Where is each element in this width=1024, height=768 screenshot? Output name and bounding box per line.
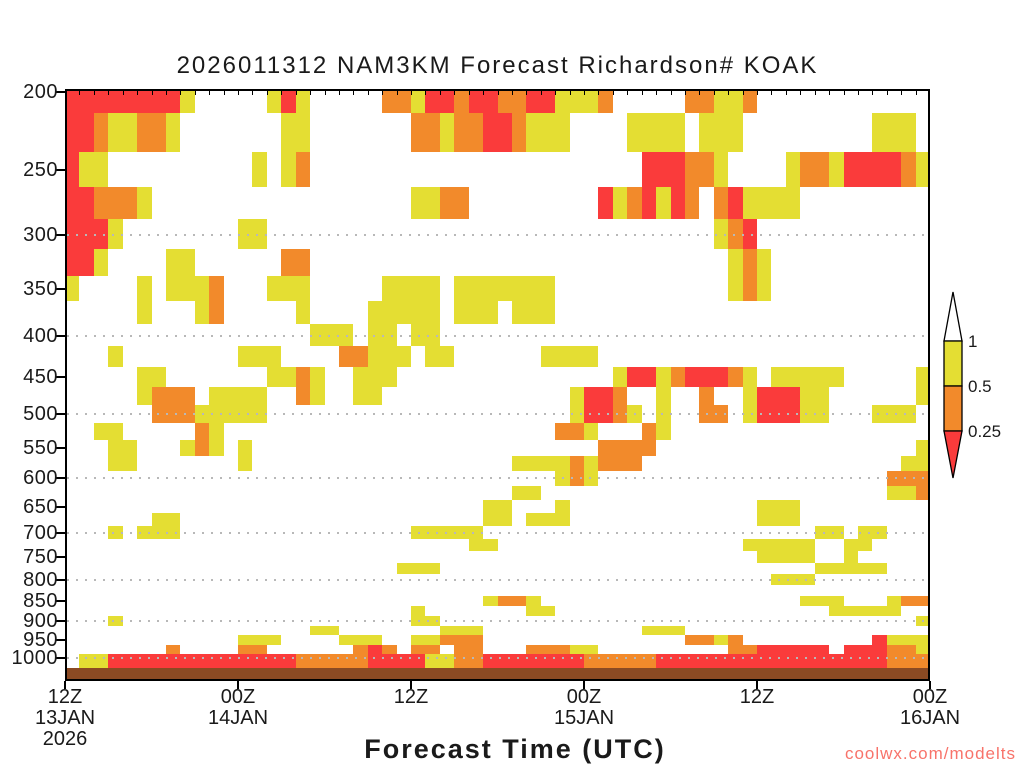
y-axis-tick-label: 950	[23, 629, 58, 651]
y-axis-tick	[55, 532, 65, 534]
y-axis-tick	[55, 335, 65, 337]
x-axis-tick	[929, 681, 931, 689]
colorbar-label-1: 1	[968, 332, 977, 351]
y-axis-tick	[55, 657, 65, 659]
x-axis-tick-label: 12Z	[739, 686, 775, 708]
y-axis-tick-label: 800	[23, 569, 58, 591]
y-axis-tick-label: 350	[23, 278, 58, 300]
colorbar-top-arrow	[943, 291, 963, 342]
surface-terrain-band	[67, 668, 928, 679]
colorbar-label-0-25: 0.25	[968, 422, 1001, 441]
y-axis-tick-label: 1000	[11, 647, 58, 669]
x-axis-tick	[410, 681, 412, 689]
y-axis-tick-label: 250	[23, 159, 58, 181]
y-axis-tick	[55, 600, 65, 602]
plot-area-frame	[65, 89, 930, 681]
colorbar-label-0-5: 0.5	[968, 377, 992, 396]
y-axis-tick-label: 450	[23, 366, 58, 388]
y-axis-tick	[55, 620, 65, 622]
y-axis-tick-label: 200	[23, 81, 58, 103]
y-axis-tick-label: 850	[23, 590, 58, 612]
x-axis-tick-label: 12Z 13JAN 2026	[34, 686, 96, 750]
y-axis-tick-label: 400	[23, 325, 58, 347]
x-axis-tick-label: 00Z 15JAN	[553, 686, 615, 729]
y-axis-tick	[55, 234, 65, 236]
y-axis-tick-label: 550	[23, 437, 58, 459]
x-axis-tick	[237, 681, 239, 689]
chart-title: 2026011312 NAM3KM Forecast Richardson# K…	[176, 52, 819, 79]
y-axis-tick	[55, 477, 65, 479]
y-axis-tick	[55, 288, 65, 290]
colorbar-bottom-arrow	[943, 430, 963, 479]
y-axis-tick-label: 900	[23, 610, 58, 632]
y-axis-tick	[55, 506, 65, 508]
y-axis-tick-label: 300	[23, 224, 58, 246]
y-axis-tick-label: 750	[23, 546, 58, 568]
y-axis-tick-label: 650	[23, 496, 58, 518]
y-axis-tick	[55, 413, 65, 415]
x-axis-tick-label: 12Z	[393, 686, 429, 708]
x-axis-tick-label: 00Z 16JAN	[899, 686, 961, 729]
x-axis-tick-label: 00Z 14JAN	[207, 686, 269, 729]
colorbar-segment-yellow	[943, 340, 963, 387]
x-axis-tick	[583, 681, 585, 689]
watermark: coolwx.com/modelts	[844, 744, 1016, 763]
colorbar-segment-orange	[943, 385, 963, 432]
y-axis-tick-label: 700	[23, 522, 58, 544]
x-axis-tick	[756, 681, 758, 689]
y-axis-tick	[55, 169, 65, 171]
y-axis-tick	[55, 91, 65, 93]
y-axis-tick-label: 600	[23, 467, 58, 489]
y-axis-tick	[55, 556, 65, 558]
x-axis-title: Forecast Time (UTC)	[364, 734, 666, 764]
y-axis-tick	[55, 639, 65, 641]
y-axis-tick	[55, 447, 65, 449]
y-axis-tick	[55, 579, 65, 581]
y-axis-tick	[55, 376, 65, 378]
colorbar: 1 0.5 0.25	[943, 291, 1001, 479]
y-axis-tick-label: 500	[23, 403, 58, 425]
x-axis-tick	[64, 681, 66, 689]
